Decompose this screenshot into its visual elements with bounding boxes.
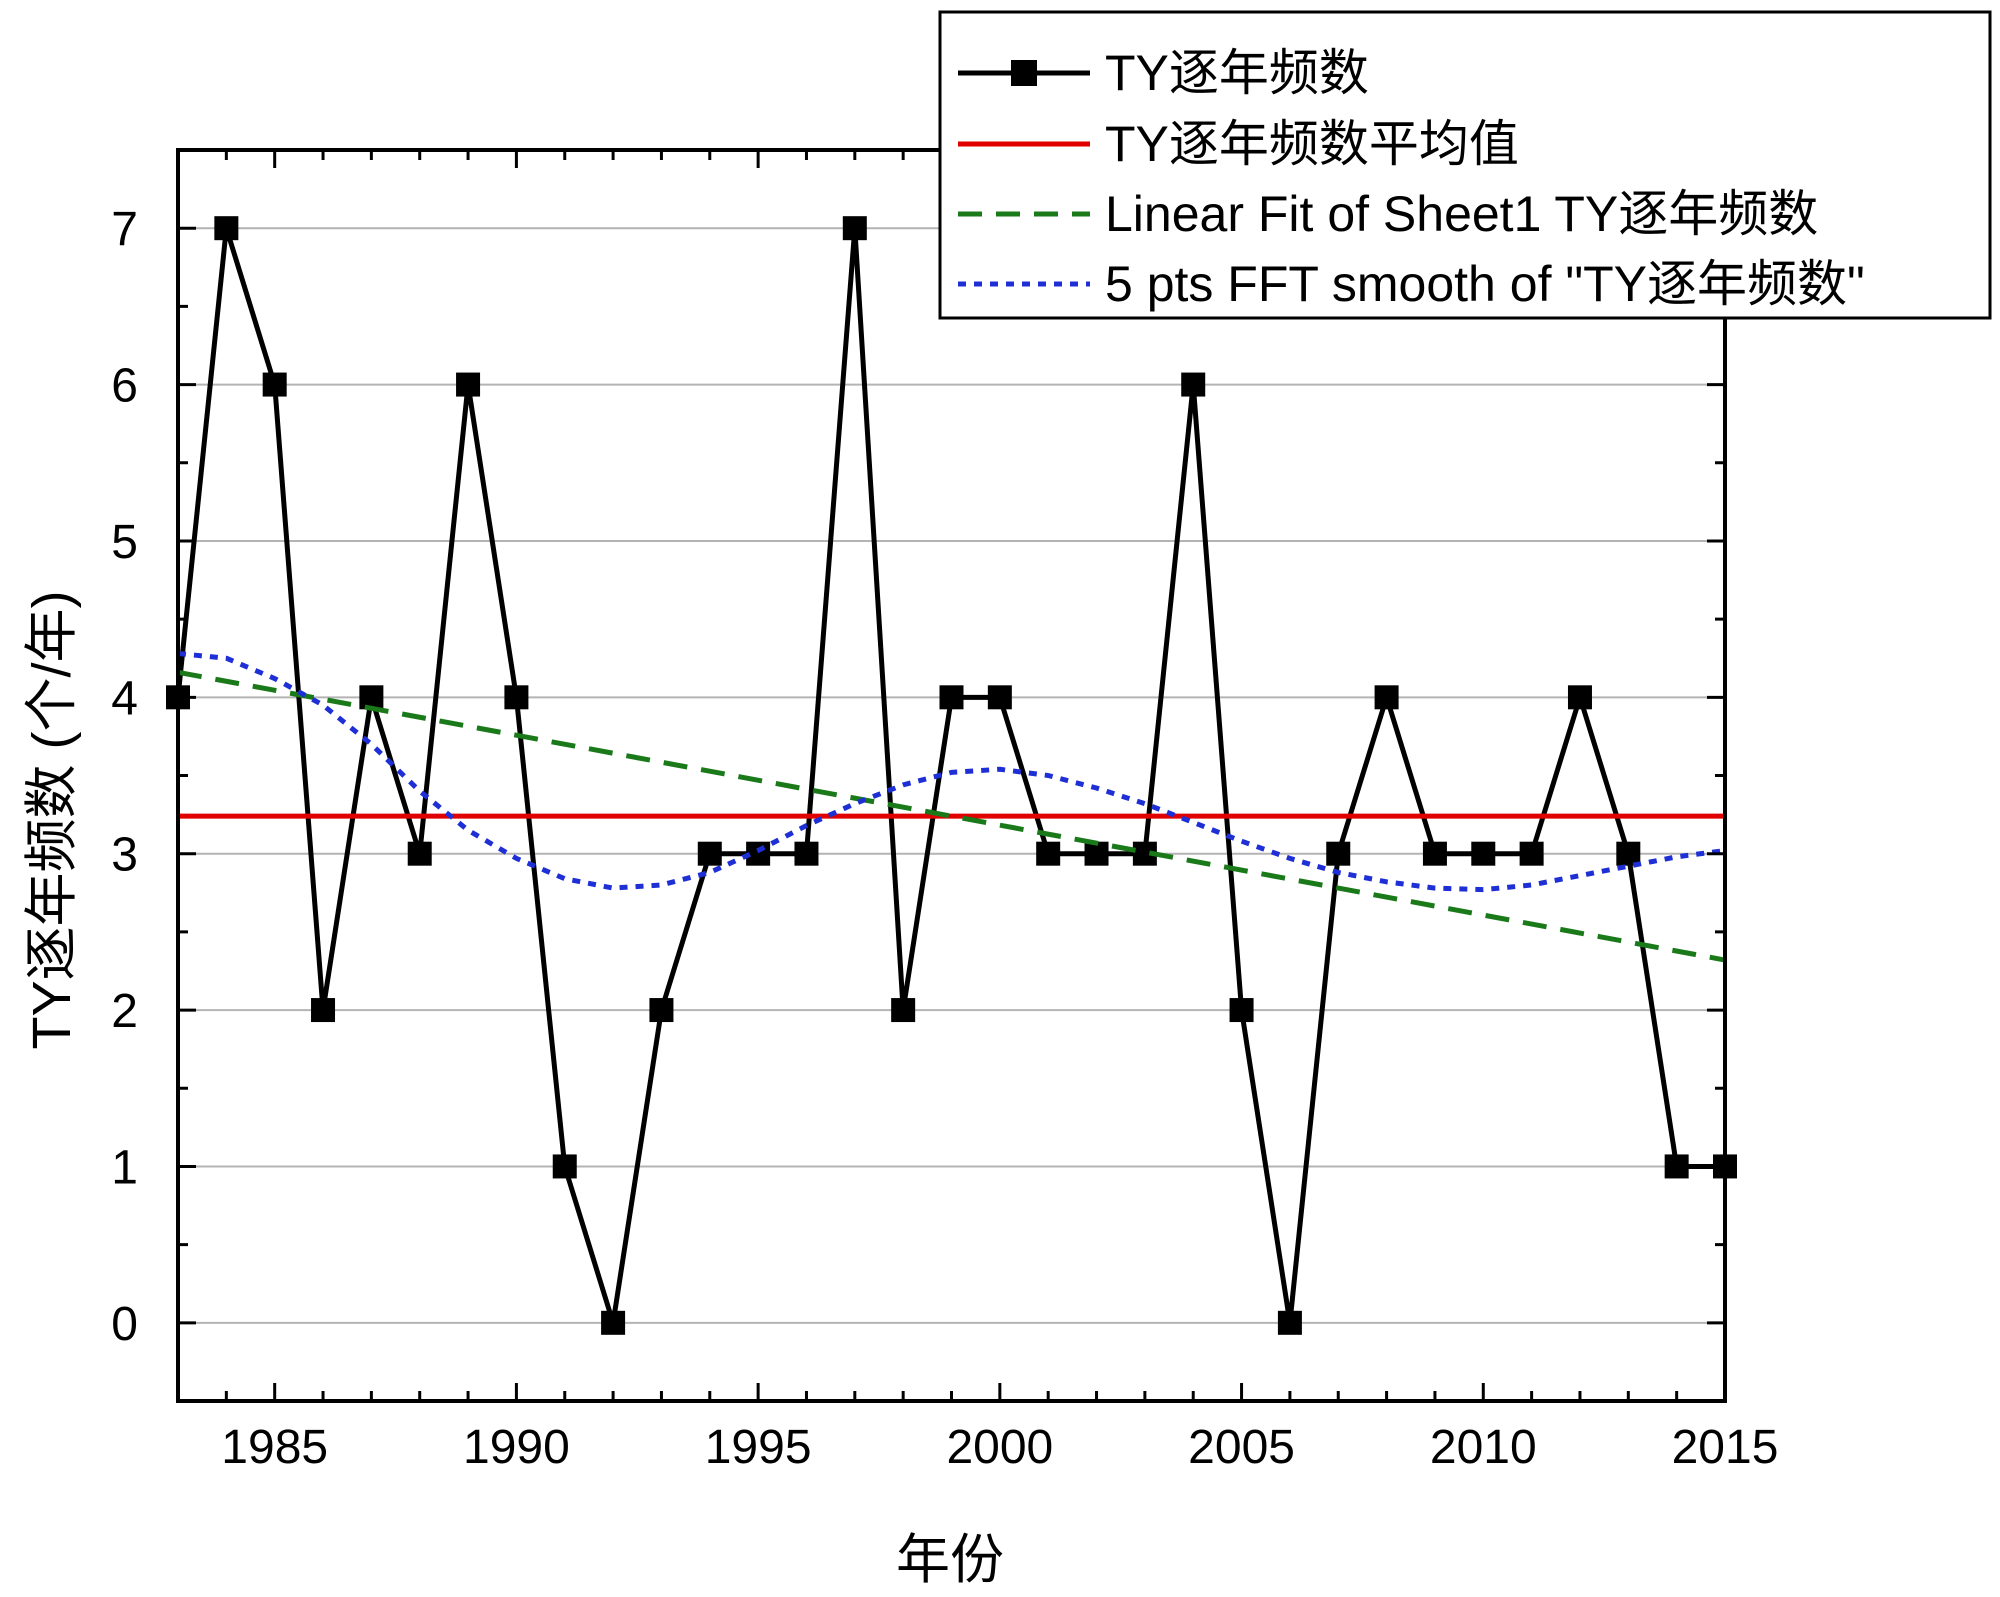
- series-line-3: [177, 651, 1726, 893]
- data-point-2009: [1422, 841, 1447, 866]
- data-point-1987: [359, 685, 384, 710]
- data-point-1988: [407, 841, 432, 866]
- legend-box: [938, 10, 1992, 320]
- data-point-2008: [1374, 685, 1399, 710]
- data-point-2013: [1616, 841, 1641, 866]
- y-tick-label-7: 7: [111, 203, 138, 256]
- legend-label-mean: TY逐年频数平均值: [1105, 116, 1519, 172]
- y-tick-label-5: 5: [111, 516, 138, 569]
- y-tick-label-1: 1: [111, 1141, 138, 1194]
- legend-swatch-data-marker: [1011, 60, 1037, 86]
- legend-label-smooth: 5 pts FFT smooth of "TY逐年频数": [1105, 256, 1865, 312]
- x-tick-label-1990: 1990: [463, 1421, 570, 1474]
- data-point-2010: [1471, 841, 1496, 866]
- data-point-1997: [842, 216, 867, 241]
- data-point-1998: [891, 998, 916, 1023]
- x-tick-label-2010: 2010: [1430, 1421, 1537, 1474]
- y-axis-title: TY逐年频数 (个/年): [22, 591, 82, 1050]
- x-tick-label-2015: 2015: [1672, 1421, 1779, 1474]
- grid-layer: [178, 227, 1725, 1324]
- data-point-1999: [939, 685, 964, 710]
- data-point-1992: [601, 1310, 626, 1335]
- x-tick-label-1995: 1995: [705, 1421, 812, 1474]
- data-point-2014: [1664, 1154, 1689, 1179]
- legend-label-data: TY逐年频数: [1105, 45, 1369, 101]
- y-tick-label-6: 6: [111, 360, 138, 413]
- y-tick-label-3: 3: [111, 829, 138, 882]
- data-point-1993: [649, 998, 674, 1023]
- data-point-2002: [1084, 841, 1109, 866]
- data-point-2004: [1181, 372, 1206, 397]
- y-tick-label-4: 4: [111, 672, 138, 725]
- legend: TY逐年频数 TY逐年频数平均值 Linear Fit of Sheet1 TY…: [938, 10, 1992, 320]
- data-point-2011: [1519, 841, 1544, 866]
- data-point-1989: [456, 372, 481, 397]
- data-point-2000: [987, 685, 1012, 710]
- data-point-1986: [311, 998, 336, 1023]
- data-point-2006: [1277, 1310, 1302, 1335]
- series-line-2: [177, 669, 1726, 963]
- data-point-2001: [1036, 841, 1061, 866]
- x-axis-title: 年份: [896, 1530, 1004, 1590]
- x-tick-label-1985: 1985: [221, 1421, 328, 1474]
- data-point-1984: [214, 216, 239, 241]
- data-point-2012: [1567, 685, 1592, 710]
- data-point-1985: [262, 372, 287, 397]
- x-tick-label-2005: 2005: [1188, 1421, 1295, 1474]
- y-tick-label-0: 0: [111, 1298, 138, 1351]
- legend-label-fit: Linear Fit of Sheet1 TY逐年频数: [1105, 186, 1818, 242]
- ticks-layer: 0 1 2 3 4 5 6 7 1985 1990 1995 2000 2005 2010 2015: [111, 148, 1779, 1474]
- x-tick-label-2000: 2000: [946, 1421, 1053, 1474]
- y-tick-label-2: 2: [111, 985, 138, 1038]
- data-point-1996: [794, 841, 819, 866]
- series-layer: [166, 216, 1737, 1335]
- data-point-2005: [1229, 998, 1254, 1023]
- data-point-1995: [746, 841, 771, 866]
- data-point-1994: [697, 841, 722, 866]
- data-point-1990: [504, 685, 529, 710]
- data-point-1991: [552, 1154, 577, 1179]
- data-point-2007: [1326, 841, 1351, 866]
